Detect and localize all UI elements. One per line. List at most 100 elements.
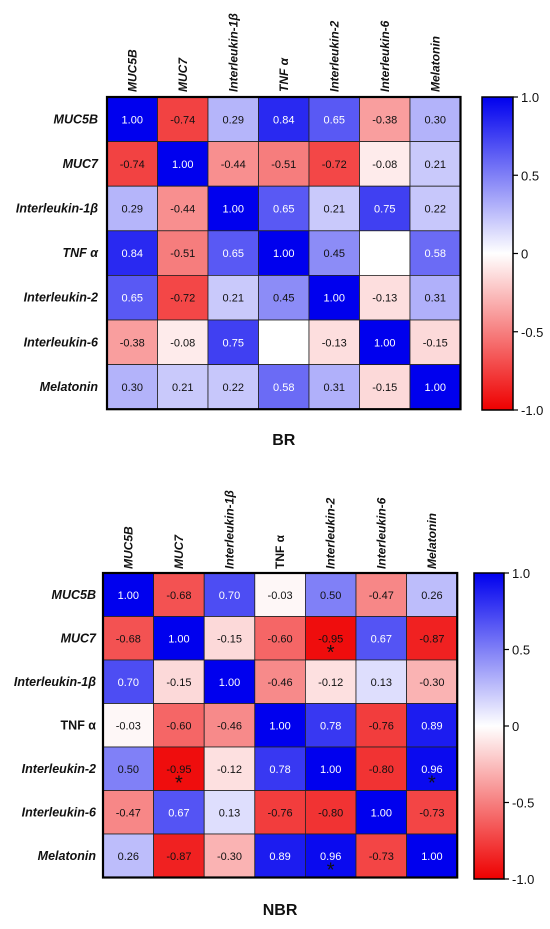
column-label-muc7: MUC7 <box>172 534 186 569</box>
row-label-interleukin-6: Interleukin-6 <box>22 805 97 819</box>
cell-value-label: -0.03 <box>116 720 141 732</box>
heatmap-cell <box>157 185 209 232</box>
cell-value-label: -0.87 <box>166 851 191 863</box>
heatmap-cell <box>153 572 205 617</box>
cell-value-label: -0.60 <box>166 720 191 732</box>
cell-value-label: -0.76 <box>268 807 293 819</box>
heatmap-cell <box>254 746 306 791</box>
cell-value-label: -0.68 <box>166 590 191 602</box>
cell-value-label: 0.75 <box>223 337 244 349</box>
heatmap-cell <box>258 230 310 276</box>
panel-title: BR <box>272 432 296 449</box>
heatmap-cell <box>304 659 357 704</box>
heatmap-cell <box>157 96 209 142</box>
cell-value-label: -0.72 <box>170 293 195 305</box>
row-label-muc5b: MUC5B <box>52 588 96 602</box>
row-label-interleukin-2: Interleukin-2 <box>22 762 96 776</box>
cell-value-label: 0.30 <box>122 382 143 394</box>
row-label-muc7: MUC7 <box>61 631 97 645</box>
cell-value-label: 0.21 <box>172 382 193 394</box>
heatmap-cell <box>102 790 154 835</box>
heatmap-cell <box>102 746 154 791</box>
colorbar-tick-label: -0.5 <box>521 325 543 340</box>
cell-value-label: 0.70 <box>118 677 139 689</box>
cell-value-label: -0.46 <box>217 720 242 732</box>
cell-value-label: -0.15 <box>166 677 191 689</box>
colorbar-tick-label: -1.0 <box>521 403 543 418</box>
cell-value-label: 1.00 <box>324 293 345 305</box>
cell-value-label: -0.30 <box>217 851 242 863</box>
cell-value-label: -0.76 <box>369 720 394 732</box>
heatmap-cell <box>203 746 256 791</box>
heatmap-cell <box>359 185 411 232</box>
colorbar-tick-label: 0.5 <box>521 168 539 183</box>
row-label-interleukin-2: Interleukin-2 <box>24 291 98 305</box>
cell-value-label: -0.08 <box>170 337 195 349</box>
row-label-melatonin: Melatonin <box>40 380 99 394</box>
cell-value-label: -0.60 <box>268 633 293 645</box>
cell-value-label: 0.84 <box>122 248 143 260</box>
cell-value-label: -0.03 <box>268 590 293 602</box>
cell-value-label: -0.13 <box>372 293 397 305</box>
cell-value-label: -0.74 <box>170 114 195 126</box>
cell-value-label: 0.84 <box>273 114 294 126</box>
cell-value-label: 0.26 <box>421 590 442 602</box>
cell-value-label: -0.12 <box>217 764 242 776</box>
heatmap-cell <box>153 616 205 661</box>
heatmap-cell <box>106 274 158 321</box>
cell-value-label: 1.00 <box>273 248 294 260</box>
heatmap-cell <box>304 833 357 878</box>
heatmap-cell <box>203 703 256 748</box>
cell-value-label: -0.68 <box>116 633 141 645</box>
cell-value-label: -0.95 <box>318 633 343 645</box>
heatmap-cell <box>406 572 458 617</box>
heatmap-cell <box>409 364 461 410</box>
cell-value-label: 0.21 <box>425 159 446 171</box>
cell-value-label: -0.74 <box>120 159 145 171</box>
cell-value-label: 0.58 <box>273 382 294 394</box>
cell-value-label: -0.08 <box>372 159 397 171</box>
heatmap-cell <box>304 703 357 748</box>
column-label-melatonin: Melatonin <box>425 513 439 569</box>
cell-value-label: 0.75 <box>374 204 395 216</box>
heatmap-cell <box>254 833 306 878</box>
heatmap-cell <box>359 319 411 365</box>
cell-value-label: 0.96 <box>421 764 442 776</box>
cell-value-label: 0.67 <box>168 807 189 819</box>
heatmap-cell <box>308 141 360 187</box>
significance-marker: * <box>175 773 183 795</box>
column-label-tnf: TNF α <box>277 57 291 92</box>
column-label-melatonin: Melatonin <box>428 36 442 92</box>
row-label-muc7: MUC7 <box>63 157 99 171</box>
cell-value-label: 0.30 <box>425 114 446 126</box>
row-label-muc5b: MUC5B <box>54 112 98 126</box>
column-label-muc5b: MUC5B <box>121 526 135 569</box>
heatmap-cell <box>355 746 407 791</box>
colorbar-tick-label: -0.5 <box>512 796 534 811</box>
heatmap-cell <box>254 703 306 748</box>
heatmap-cell <box>106 96 158 142</box>
cell-value-label: 0.89 <box>421 720 442 732</box>
cell-value-label: 1.00 <box>374 337 395 349</box>
cell-value-label: -0.51 <box>271 159 296 171</box>
significance-marker: * <box>327 642 335 664</box>
heatmap-cell <box>406 790 458 835</box>
cell-value-label: 1.00 <box>219 677 240 689</box>
cell-value-label: -0.72 <box>322 159 347 171</box>
heatmap-cell <box>254 616 306 661</box>
column-label-interleukin-2: Interleukin-2 <box>327 20 341 92</box>
heatmap-cell <box>409 141 461 187</box>
column-label-interleukin-6: Interleukin-6 <box>378 20 392 92</box>
heatmap-border <box>101 571 459 879</box>
row-label-tnf: TNF α <box>62 246 99 260</box>
heatmap-cell <box>207 141 259 187</box>
heatmap-cell <box>207 319 259 365</box>
heatmap-cell <box>409 185 461 232</box>
column-label-interleukin-6: Interleukin-6 <box>374 497 388 569</box>
heatmap-cell <box>406 833 458 878</box>
cell-value-label: -0.47 <box>116 807 141 819</box>
column-label-interleukin-1: Interleukin-1β <box>223 490 237 569</box>
cell-value-label: -0.51 <box>170 248 195 260</box>
heatmap-cell <box>203 572 256 617</box>
cell-value-label: 0.13 <box>219 807 240 819</box>
